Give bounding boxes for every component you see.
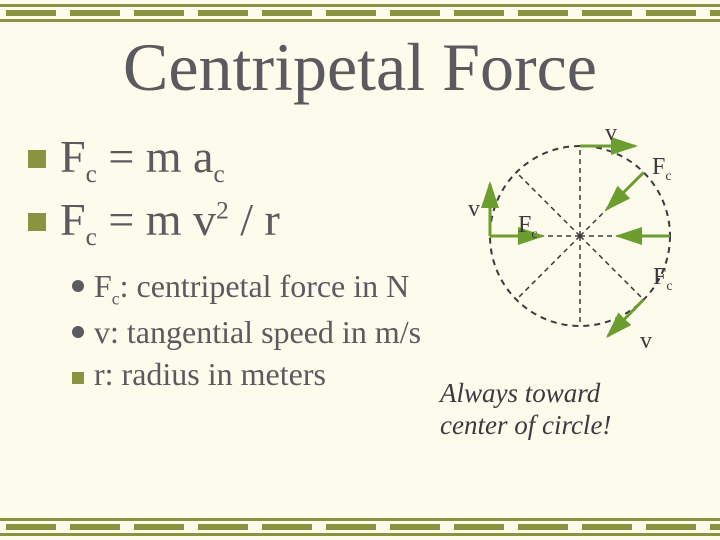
def-v: v: tangential speed in m/s [72, 312, 452, 352]
bullet-icon [28, 213, 46, 231]
def-r: r: radius in meters [72, 354, 452, 394]
diagram: v v v Fc Fc Fc Always toward center of c… [440, 126, 690, 442]
def-fc: Fc: centripetal force in N [72, 266, 452, 310]
bullet-icon [72, 280, 84, 292]
circle-diagram: v v v Fc Fc Fc [440, 126, 690, 366]
equation-1: Fc = m ac [28, 128, 452, 191]
bullet-icon [72, 326, 84, 338]
label-fc-r: Fc [653, 264, 673, 294]
label-fc-l: Fc [518, 212, 538, 242]
label-v-br: v [640, 328, 652, 354]
bottom-rail [0, 518, 720, 536]
bullet-icon [72, 372, 84, 384]
label-fc-tr: Fc [652, 154, 672, 184]
diagram-caption: Always toward center of circle! [440, 377, 690, 442]
label-v-top: v [605, 126, 617, 146]
content: Fc = m ac Fc = m v2 / r Fc: centripetal … [28, 128, 452, 396]
definitions: Fc: centripetal force in N v: tangential… [72, 266, 452, 394]
equation-2: Fc = m v2 / r [28, 191, 452, 254]
bullet-icon [28, 150, 46, 168]
top-rail [0, 4, 720, 22]
page-title: Centripetal Force [0, 28, 720, 107]
label-v-left: v [468, 196, 480, 222]
